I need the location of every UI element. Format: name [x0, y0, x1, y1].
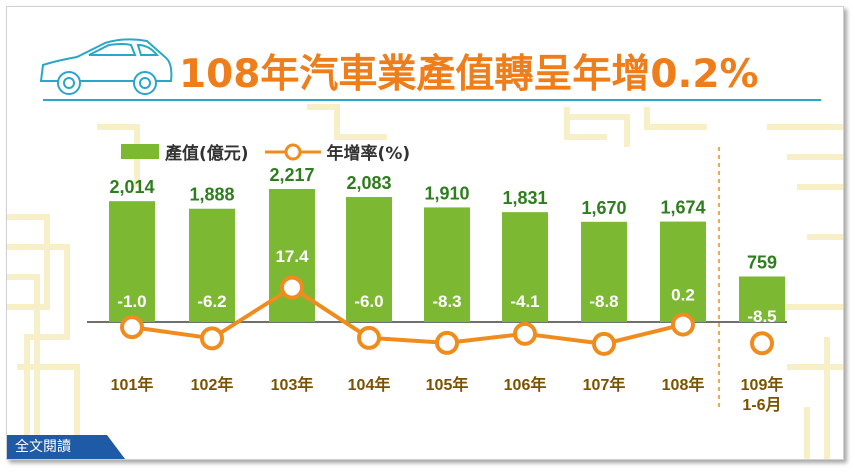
bar-value-label-8: 759 [747, 252, 777, 272]
bar-8 [739, 276, 785, 322]
x-tick-label-4: 105年 [426, 375, 469, 394]
car-outline-icon [39, 38, 173, 95]
rate-point-1 [200, 326, 224, 351]
x-tick-label-2: 103年 [271, 375, 314, 394]
title-underline [43, 99, 821, 101]
legend-label-line: 年增率(%) [326, 144, 411, 164]
rate-point-0 [120, 315, 144, 340]
x-tick-label-8-0: 109年 [741, 375, 784, 394]
read-full-button[interactable]: 全文閱讀 [7, 435, 125, 459]
chart-card: 108年汽車業產值轉呈年增0.2% 產值(億元) 年增率(%) 2,014 1,8… [6, 6, 844, 460]
legend-label-bar: 產值(億元) [165, 144, 249, 164]
legend-swatch-line [264, 143, 321, 160]
rate-value-label-6: -8.8 [589, 292, 618, 311]
rate-value-label-2: 17.4 [275, 247, 309, 266]
x-tick-label-7: 108年 [662, 375, 705, 394]
rate-value-label-8: -8.5 [747, 307, 776, 326]
bar-value-label-4: 1,910 [424, 183, 469, 203]
chart-title: 108年汽車業產值轉呈年增0.2% [179, 52, 759, 97]
bar-value-label-5: 1,831 [502, 188, 547, 208]
bar-0 [109, 201, 155, 322]
bar-6 [581, 221, 627, 322]
rate-point-4 [435, 330, 459, 355]
x-tick-label-1: 102年 [191, 375, 234, 394]
bar-1 [189, 208, 235, 322]
bar-value-label-6: 1,670 [581, 198, 626, 218]
background-decoration [7, 38, 843, 459]
bar-value-label-3: 2,083 [346, 173, 391, 193]
rate-point-6 [592, 331, 616, 356]
bar-3 [346, 197, 392, 322]
x-tick-label-0: 101年 [111, 375, 154, 394]
rate-value-label-5: -4.1 [510, 292, 539, 311]
rate-point-3 [357, 325, 381, 350]
rate-point-7 [671, 312, 695, 337]
x-tick-label-5: 106年 [504, 375, 547, 394]
rate-point-5 [513, 321, 537, 346]
bar-value-label-2: 2,217 [269, 165, 314, 185]
legend: 產值(億元) 年增率(%) [121, 139, 410, 164]
rate-value-label-7: 0.2 [671, 286, 695, 305]
bar-value-label-0: 2,014 [109, 177, 154, 197]
rate-point-2 [280, 275, 304, 300]
rate-point-8 [750, 331, 774, 356]
bar-7 [660, 221, 706, 322]
bar-5 [502, 212, 548, 322]
rate-value-label-1: -6.2 [197, 292, 226, 311]
rate-line [131, 285, 684, 346]
plot-area: 2,014 1,888 2,217 2,083 1,910 1,831 1,670 1,674… [87, 147, 787, 414]
x-tick-label-8-1: 1-6月 [742, 396, 781, 414]
rate-value-label-0: -1.0 [117, 292, 146, 311]
bar-4 [424, 207, 470, 322]
bar-value-label-1: 1,888 [189, 185, 234, 205]
rate-value-label-3: -6.0 [354, 292, 383, 311]
bar-value-label-7: 1,674 [660, 198, 705, 218]
legend-swatch-bar [121, 144, 159, 159]
x-tick-label-3: 104年 [348, 375, 391, 394]
rate-value-label-4: -8.3 [432, 292, 461, 311]
x-tick-label-6: 107年 [583, 375, 626, 394]
